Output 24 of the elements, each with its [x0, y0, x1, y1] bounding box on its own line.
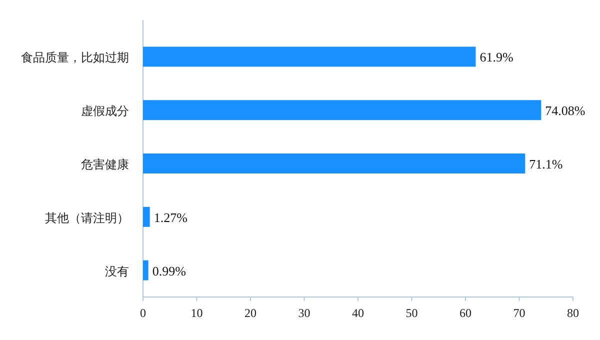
y-tick-label: 没有: [105, 264, 129, 278]
bar: [143, 260, 148, 280]
x-tick-label: 0: [140, 306, 146, 320]
data-label: 0.99%: [152, 263, 186, 278]
x-tick-label: 40: [352, 306, 364, 320]
data-label: 61.9%: [480, 50, 514, 65]
x-tick-label: 10: [190, 306, 203, 320]
data-label: 1.27%: [154, 210, 188, 225]
y-tick-label: 虚假成分: [81, 104, 129, 118]
x-tick-label: 50: [406, 306, 418, 320]
bar: [143, 154, 526, 174]
bar: [143, 100, 542, 120]
y-tick-label: 食品质量，比如过期: [21, 50, 129, 65]
x-tick-label: 70: [513, 306, 526, 320]
data-label: 71.1%: [529, 156, 563, 172]
x-tick-label: 60: [460, 306, 472, 320]
data-label: 74.08%: [545, 103, 586, 118]
y-tick-label: 其他（请注明）: [45, 210, 129, 225]
bar: [143, 206, 150, 227]
x-tick-label: 30: [298, 306, 310, 320]
y-tick-label: 危害健康: [81, 158, 129, 172]
x-tick-label: 20: [244, 306, 256, 320]
bar: [143, 46, 476, 67]
x-tick-label: 80: [567, 306, 579, 320]
